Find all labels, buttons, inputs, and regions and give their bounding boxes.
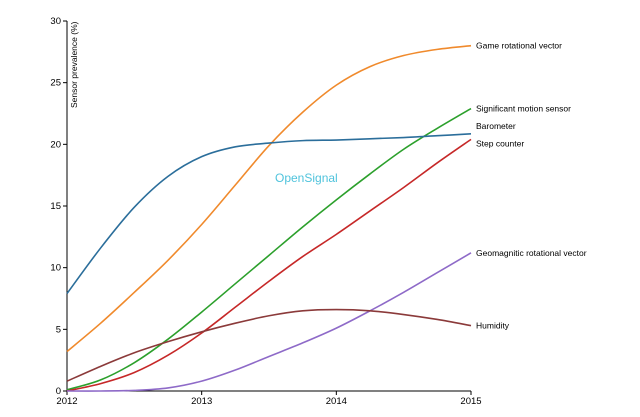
x-tick-label: 2013	[191, 396, 212, 407]
series-line-significant-motion-sensor	[66, 107, 472, 391]
series-label-significant-motion-sensor: Significant motion sensor	[476, 104, 571, 114]
axes: 0 5 10 15 20 25 30 2012 2013 2014 2015 Sensor preva…	[50, 16, 481, 407]
series-label-game-rotational-vector: Game rotational vector	[476, 41, 562, 51]
y-tick-label: 20	[50, 139, 61, 150]
y-tick-label: 0	[56, 386, 61, 397]
series-label-step-counter: Step counter	[476, 138, 524, 148]
series-line-humidity	[66, 308, 472, 382]
y-tick-label: 15	[50, 201, 61, 212]
y-tick-label: 25	[50, 78, 61, 89]
series-label-geomagnitic-rotational-vector: Geomagnitic rotational vector	[476, 248, 587, 258]
series-line-geomagnitic-rotational-vector	[66, 252, 472, 392]
watermark-logo: OpenSignal	[275, 171, 338, 185]
series-line-step-counter	[66, 138, 472, 392]
y-axis-title: Sensor prevalence (%)	[69, 21, 79, 108]
y-tick-label: 10	[50, 263, 61, 274]
series-label-barometer: Barometer	[476, 121, 516, 131]
x-tick-label: 2014	[326, 396, 347, 407]
x-tick-label: 2015	[460, 396, 481, 407]
series-line-barometer	[66, 133, 472, 295]
series-label-humidity: Humidity	[476, 321, 510, 331]
series-labels: Game rotational vector Significant motion…	[476, 41, 587, 331]
series-line-game-rotational-vector	[66, 44, 472, 353]
y-tick-label: 5	[56, 324, 61, 335]
y-tick-label: 30	[50, 16, 61, 27]
series-lines	[66, 44, 472, 392]
x-tick-label: 2012	[56, 396, 77, 407]
